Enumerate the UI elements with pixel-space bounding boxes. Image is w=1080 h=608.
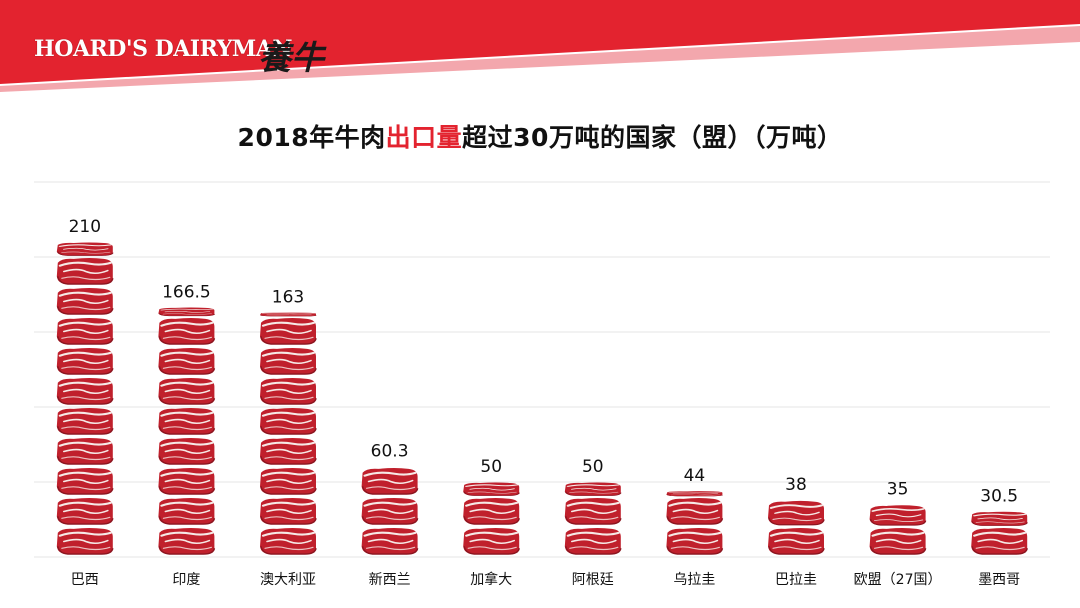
steak-icon	[56, 257, 114, 285]
value-label: 38	[785, 475, 807, 495]
steak-icon	[260, 497, 317, 525]
steak-icon	[56, 242, 114, 256]
steak-icon	[56, 497, 114, 525]
steak-icon	[869, 527, 927, 555]
steak-icon	[260, 437, 317, 465]
category-label: 印度	[172, 572, 200, 588]
steak-icon	[666, 491, 724, 497]
value-label: 50	[582, 457, 604, 477]
chart-title: 2018年牛肉出口量超过30万吨的国家（盟）（万吨）	[0, 118, 1080, 154]
brand-logo: HOARD'S DAIRYMAN	[34, 36, 292, 62]
bar	[158, 307, 216, 555]
steak-icon	[463, 497, 520, 525]
value-label: 163	[272, 288, 304, 308]
value-label: 210	[69, 217, 101, 237]
steak-icon	[768, 527, 825, 555]
steak-icon	[260, 312, 317, 317]
steak-icon	[56, 317, 114, 345]
bar	[971, 511, 1028, 555]
steak-icon	[158, 317, 216, 345]
steak-icon	[158, 467, 216, 495]
steak-icon	[56, 287, 114, 315]
bar	[260, 312, 317, 555]
category-labels: 巴西 印度 澳大利亚 新西兰 加拿大 阿根廷 乌拉圭 巴拉圭 欧盟（27国） 墨西哥	[71, 571, 1020, 588]
value-label: 166.5	[162, 282, 211, 302]
category-label: 巴西	[71, 572, 99, 588]
steak-icon	[869, 505, 927, 526]
value-label: 50	[480, 457, 502, 477]
steak-icon	[260, 407, 317, 435]
bar	[361, 467, 419, 555]
steak-icon	[56, 407, 114, 435]
category-label: 阿根廷	[572, 572, 614, 588]
steak-icon	[158, 437, 216, 465]
steak-icon	[158, 307, 216, 317]
value-label: 60.3	[371, 442, 409, 462]
steak-icon	[564, 497, 622, 525]
steak-icon	[666, 527, 724, 555]
steak-icon	[260, 317, 317, 345]
bar	[869, 505, 927, 555]
steak-icon	[463, 482, 520, 496]
category-label: 欧盟（27国）	[854, 572, 942, 588]
brand-logo-chinese: 養牛	[258, 38, 324, 77]
steak-icon	[260, 527, 317, 555]
steak-icon	[56, 527, 114, 555]
title-prefix: 2018年牛肉	[237, 123, 386, 152]
bars	[56, 242, 1028, 555]
steak-icon	[361, 527, 419, 555]
steak-icon	[158, 527, 216, 555]
bar	[56, 242, 114, 555]
steak-icon	[666, 497, 724, 525]
steak-icon	[768, 500, 825, 526]
steak-icon	[564, 482, 622, 496]
steak-icon	[463, 527, 520, 555]
bar	[666, 491, 724, 555]
category-label: 巴拉圭	[775, 572, 817, 588]
steak-icon	[260, 467, 317, 495]
steak-icon	[260, 347, 317, 375]
steak-icon	[361, 497, 419, 525]
bar	[768, 500, 825, 555]
value-labels: 210 166.5 163 60.3 50 50 44 38 35 30.5	[69, 217, 1019, 506]
steak-icon	[56, 437, 114, 465]
steak-icon	[260, 377, 317, 405]
category-label: 加拿大	[470, 571, 512, 588]
value-label: 35	[887, 480, 909, 500]
header-banner	[0, 0, 1080, 92]
steak-icon	[564, 527, 622, 555]
value-label: 30.5	[980, 486, 1018, 506]
steak-icon	[158, 377, 216, 405]
bar	[564, 482, 622, 555]
bar	[463, 482, 520, 555]
steak-icon	[158, 347, 216, 375]
title-highlight: 出口量	[385, 123, 463, 152]
category-label: 澳大利亚	[260, 572, 316, 588]
steak-icon	[971, 511, 1028, 526]
category-label: 墨西哥	[978, 572, 1020, 588]
steak-icon	[158, 407, 216, 435]
steak-icon	[158, 497, 216, 525]
steak-icon	[971, 527, 1028, 555]
value-label: 44	[684, 466, 706, 486]
steak-icon	[56, 377, 114, 405]
steak-icon	[56, 467, 114, 495]
title-suffix: 超过30万吨的国家（盟）（万吨）	[462, 123, 843, 152]
steak-icon	[56, 347, 114, 375]
steak-icon	[361, 467, 419, 495]
category-label: 乌拉圭	[673, 572, 715, 588]
category-label: 新西兰	[369, 572, 411, 588]
